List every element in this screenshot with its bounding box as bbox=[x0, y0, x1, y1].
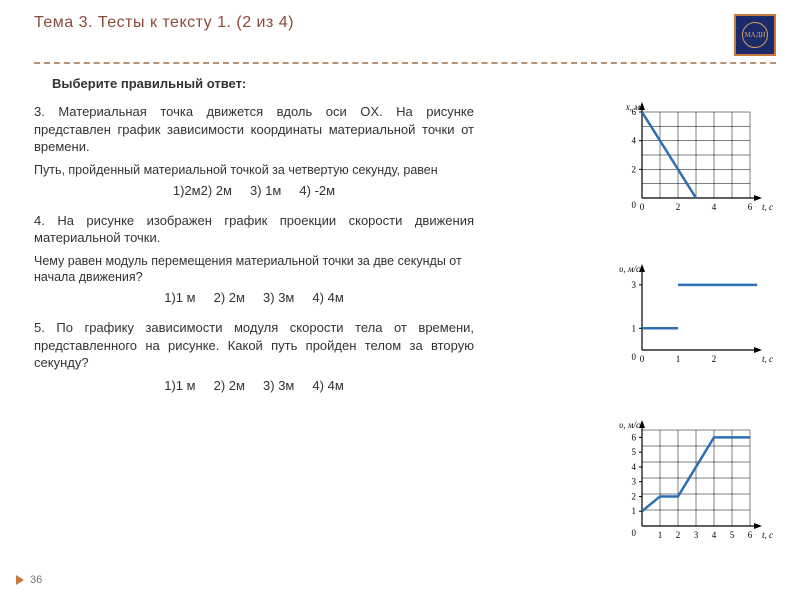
svg-text:x, м: x, м bbox=[625, 102, 640, 112]
logo: МАДИ bbox=[734, 14, 776, 56]
svg-text:υ, м/с: υ, м/с bbox=[619, 264, 640, 274]
arrow-icon bbox=[16, 575, 24, 585]
svg-text:3: 3 bbox=[632, 477, 637, 487]
svg-text:2: 2 bbox=[676, 530, 681, 540]
svg-text:t, с: t, с bbox=[762, 354, 773, 364]
svg-text:4: 4 bbox=[712, 202, 717, 212]
svg-text:0: 0 bbox=[640, 354, 645, 364]
svg-text:3: 3 bbox=[694, 530, 699, 540]
q4-text: 4. На рисунке изображен график проекции … bbox=[34, 212, 474, 247]
chart-q4: 0 1 2 1 3 0 υ, м/с t, с bbox=[614, 260, 774, 370]
svg-text:0: 0 bbox=[640, 202, 645, 212]
svg-text:0: 0 bbox=[632, 352, 637, 362]
svg-text:2: 2 bbox=[632, 164, 637, 174]
instruction: Выберите правильный ответ: bbox=[52, 76, 776, 91]
svg-text:2: 2 bbox=[676, 202, 681, 212]
q5-options: 1)1 м 2) 2м 3) 3м 4) 4м bbox=[34, 378, 474, 393]
svg-text:t, с: t, с bbox=[762, 202, 773, 212]
q4-options: 1)1 м 2) 2м 3) 3м 4) 4м bbox=[34, 290, 474, 305]
svg-text:4: 4 bbox=[632, 462, 637, 472]
svg-text:5: 5 bbox=[632, 447, 637, 457]
content-area: Выберите правильный ответ: 3. Материальн… bbox=[0, 64, 800, 393]
svg-text:4: 4 bbox=[632, 136, 637, 146]
svg-text:1: 1 bbox=[658, 530, 663, 540]
svg-text:6: 6 bbox=[632, 432, 637, 442]
q4-sub: Чему равен модуль перемещения материальн… bbox=[34, 253, 474, 287]
svg-text:1: 1 bbox=[676, 354, 681, 364]
chart-q5: 1 2 3 4 5 6 1 2 3 4 5 6 0 υ, м/с t, с bbox=[614, 416, 774, 546]
svg-text:2: 2 bbox=[632, 491, 637, 501]
svg-text:6: 6 bbox=[748, 202, 753, 212]
svg-text:5: 5 bbox=[730, 530, 735, 540]
svg-text:3: 3 bbox=[632, 280, 637, 290]
svg-text:0: 0 bbox=[632, 528, 637, 538]
page-number: 36 bbox=[30, 574, 42, 586]
svg-text:υ, м/с: υ, м/с bbox=[619, 420, 640, 430]
page-footer: 36 bbox=[16, 574, 42, 586]
svg-text:t, с: t, с bbox=[762, 530, 773, 540]
q3-text: 3. Материальная точка движется вдоль оси… bbox=[34, 103, 474, 156]
svg-text:1: 1 bbox=[632, 506, 637, 516]
q3-options: 1)2м2) 2м 3) 1м 4) -2м bbox=[34, 183, 474, 198]
chart-q3: 02462460x, мt, с bbox=[614, 98, 774, 218]
q3-sub: Путь, пройденный материальной точкой за … bbox=[34, 162, 474, 179]
page-title: Тема 3. Тесты к тексту 1. (2 из 4) bbox=[34, 14, 294, 32]
svg-text:1: 1 bbox=[632, 323, 637, 333]
svg-text:2: 2 bbox=[712, 354, 717, 364]
q5-text: 5. По графику зависимости модуля скорост… bbox=[34, 319, 474, 372]
svg-text:4: 4 bbox=[712, 530, 717, 540]
svg-text:6: 6 bbox=[748, 530, 753, 540]
svg-text:0: 0 bbox=[632, 200, 637, 210]
